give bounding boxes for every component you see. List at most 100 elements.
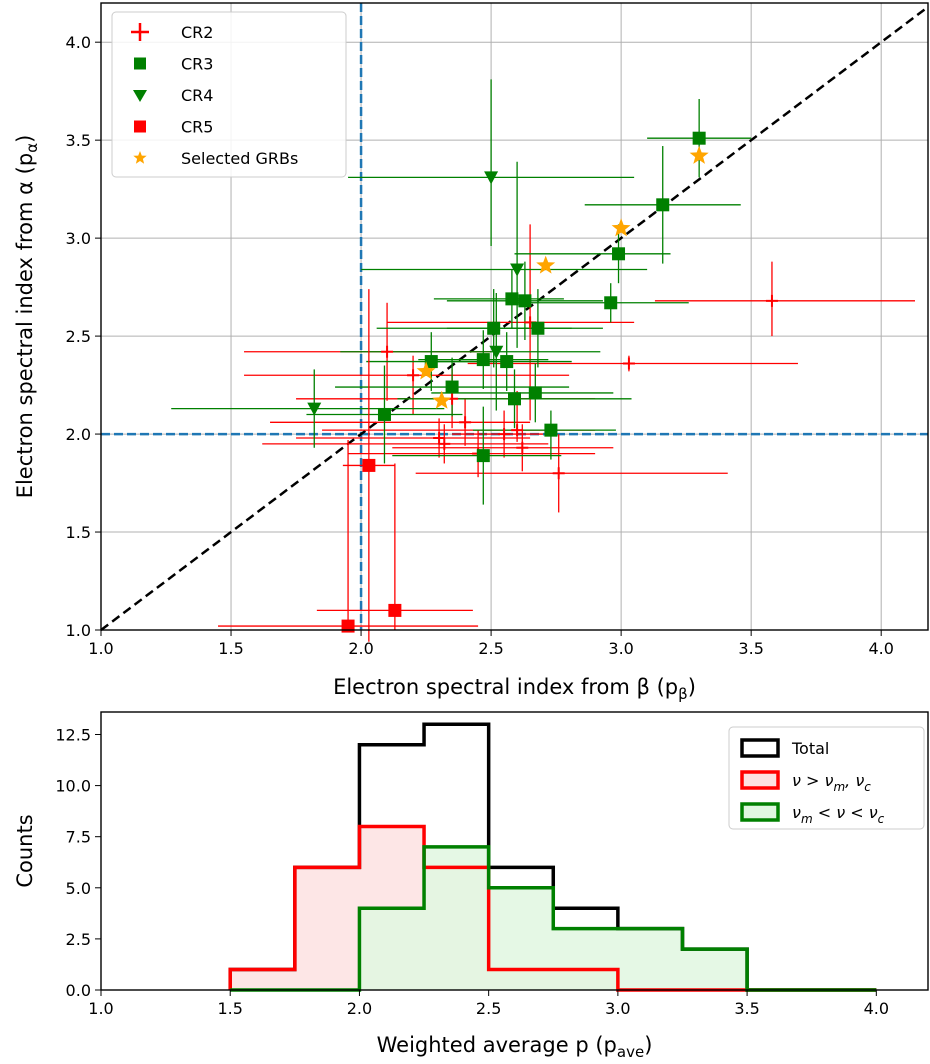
data-markers bbox=[307, 131, 778, 633]
x-tick-label: 1.0 bbox=[88, 999, 113, 1018]
x-tick-label: 3.5 bbox=[738, 639, 763, 658]
legend-star-icon bbox=[133, 151, 147, 164]
square-marker bbox=[500, 355, 514, 369]
legend-label-part: , ν bbox=[845, 771, 864, 790]
star-marker bbox=[536, 255, 556, 274]
square-marker bbox=[518, 294, 532, 308]
square-marker bbox=[476, 449, 490, 463]
legend-swatch bbox=[740, 802, 780, 822]
plus-marker bbox=[459, 416, 472, 429]
square-marker bbox=[388, 603, 402, 617]
plus-marker bbox=[552, 467, 565, 480]
reference-lines bbox=[100, 3, 929, 631]
x-tick-label: 2.0 bbox=[347, 999, 372, 1018]
y-tick-label: 10.0 bbox=[55, 777, 91, 796]
legend-label: CR5 bbox=[181, 118, 213, 137]
histogram-y-axis-label: Counts bbox=[13, 814, 37, 887]
histogram-chart: 1.0 1.5 2.0 2.5 3.0 3.5 4.0 0.0 2.5 5.0 7.5 10.0 12.… bbox=[13, 711, 929, 1061]
star-marker bbox=[432, 390, 452, 409]
legend-label-part: < ν < ν bbox=[813, 803, 878, 822]
square-marker bbox=[531, 321, 545, 335]
legend-label: CR2 bbox=[181, 23, 213, 42]
legend-label: ν > νm, νc bbox=[792, 771, 871, 794]
histogram-x-axis-label: Weighted average p (pave) bbox=[377, 1033, 653, 1061]
scatter-grid bbox=[100, 3, 928, 631]
y-tick-label: 3.5 bbox=[66, 131, 91, 150]
x-tick-label: 3.0 bbox=[608, 639, 633, 658]
x-tick-label: 2.0 bbox=[348, 639, 373, 658]
star-marker bbox=[416, 361, 436, 380]
x-tick-label: 1.5 bbox=[217, 999, 242, 1018]
legend-item: CR4 bbox=[133, 86, 213, 105]
legend-item: CR2 bbox=[131, 23, 213, 42]
scatter-legend: CR2 CR3 CR4 CR5 Selected GRBs bbox=[111, 11, 347, 178]
legend-square-icon bbox=[134, 57, 146, 70]
plus-marker bbox=[516, 441, 529, 454]
square-marker bbox=[377, 407, 391, 421]
legend-label-part: m bbox=[801, 812, 813, 826]
legend-item: νm < ν < νc bbox=[740, 802, 885, 826]
square-marker bbox=[505, 292, 519, 306]
star-marker bbox=[689, 145, 709, 164]
square-marker bbox=[528, 386, 542, 400]
legend-label-part: Total bbox=[791, 739, 829, 758]
y-tick-label: 4.0 bbox=[66, 33, 91, 52]
legend-label: Total bbox=[791, 739, 829, 758]
square-marker bbox=[476, 353, 490, 367]
x-tick-label: 2.5 bbox=[478, 639, 503, 658]
square-marker bbox=[612, 247, 626, 261]
square-marker bbox=[544, 423, 558, 437]
legend-square-icon bbox=[134, 120, 146, 133]
square-marker bbox=[692, 131, 706, 145]
legend-item: CR5 bbox=[134, 118, 213, 137]
y-tick-label: 1.0 bbox=[66, 621, 91, 640]
square-marker bbox=[656, 198, 670, 212]
diagonal-reference-line bbox=[100, 5, 929, 631]
legend-label-part: c bbox=[864, 780, 871, 794]
y-tick-label: 2.0 bbox=[66, 425, 91, 444]
square-marker bbox=[508, 392, 521, 406]
scatter-x-axis-label: Electron spectral index from β (pβ) bbox=[333, 675, 696, 703]
plus-marker bbox=[438, 437, 451, 450]
plus-marker bbox=[511, 424, 524, 437]
legend-triangle-icon bbox=[133, 90, 147, 102]
x-tick-label: 3.5 bbox=[734, 999, 759, 1018]
star-marker bbox=[611, 218, 631, 237]
legend-box bbox=[111, 11, 347, 178]
legend-label-part: m bbox=[833, 780, 845, 794]
histogram-ticks: 1.0 1.5 2.0 2.5 3.0 3.5 4.0 0.0 2.5 5.0 7.5 10.0 12.… bbox=[55, 725, 889, 1018]
y-tick-label: 2.5 bbox=[66, 327, 91, 346]
histogram-plot-frame bbox=[100, 711, 929, 991]
y-tick-label: 5.0 bbox=[66, 879, 91, 898]
square-marker bbox=[604, 296, 618, 310]
x-tick-label: 2.5 bbox=[476, 999, 501, 1018]
scatter-y-axis-label: Electron spectral index from α (pα) bbox=[13, 135, 41, 499]
scatter-plot-frame bbox=[100, 2, 929, 631]
legend-label: νm < ν < νc bbox=[792, 803, 885, 826]
square-marker bbox=[362, 458, 376, 472]
legend-label-part: ν bbox=[792, 803, 801, 822]
y-tick-label: 7.5 bbox=[66, 828, 91, 847]
histogram-step-line bbox=[230, 845, 877, 992]
square-marker bbox=[487, 321, 501, 335]
legend-item: Selected GRBs bbox=[133, 149, 298, 168]
plus-marker bbox=[381, 345, 394, 358]
square-marker bbox=[424, 355, 438, 369]
triangle-marker bbox=[484, 171, 499, 185]
legend-item: Total bbox=[740, 738, 829, 758]
x-tick-label: 4.0 bbox=[868, 639, 893, 658]
triangle-marker bbox=[307, 402, 322, 416]
plus-marker bbox=[498, 428, 511, 441]
triangle-marker bbox=[510, 263, 525, 277]
x-tick-label: 3.0 bbox=[605, 999, 630, 1018]
square-marker bbox=[445, 380, 459, 394]
legend-label-part: c bbox=[878, 812, 885, 826]
legend-plus-icon bbox=[131, 23, 149, 41]
legend-swatch bbox=[740, 770, 780, 790]
triangle-marker bbox=[489, 345, 504, 359]
y-tick-label: 12.5 bbox=[55, 725, 91, 744]
y-tick-label: 1.5 bbox=[66, 523, 91, 542]
legend-label: CR4 bbox=[181, 86, 213, 105]
